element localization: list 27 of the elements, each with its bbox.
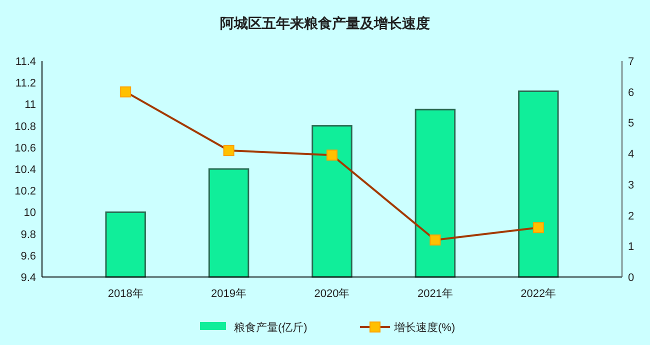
y-tick-label: 9.8: [20, 228, 36, 241]
y-tick-label: 10.2: [14, 186, 36, 198]
y-tick-label: 9.4: [20, 272, 36, 284]
y2-tick-label: 6: [628, 86, 634, 99]
y-tick-label: 10: [24, 207, 36, 220]
x-tick-label: 2022年: [520, 288, 556, 300]
legend-label: 增长速度(%): [393, 321, 456, 334]
y2-tick-label: 7: [628, 56, 634, 68]
y2-tick-label: 4: [628, 148, 634, 161]
y-tick-label: 9.6: [20, 250, 36, 262]
y-tick-label: 11: [24, 99, 36, 112]
y2-tick-label: 0: [628, 272, 634, 284]
y2-tick-label: 3: [628, 179, 634, 192]
x-tick-label: 2019年: [211, 288, 247, 300]
x-tick-label: 2021年: [417, 288, 453, 300]
legend-label: 粮食产量(亿斤): [234, 321, 308, 334]
y-tick-label: 10.8: [14, 120, 36, 133]
y-tick-label: 10.6: [14, 142, 36, 154]
x-tick-label: 2020年: [314, 288, 350, 300]
y-tick-label: 11.4: [15, 56, 36, 68]
y-tick-label: 11.2: [15, 78, 36, 90]
x-tick-label: 2018年: [108, 288, 144, 300]
y-tick-label: 10.4: [14, 164, 36, 176]
y2-tick-label: 2: [628, 210, 634, 222]
chart-title: 阿城区五年来粮食产量及增长速度: [220, 15, 430, 31]
y2-tick-label: 5: [628, 118, 634, 130]
y2-tick-label: 1: [628, 241, 634, 254]
